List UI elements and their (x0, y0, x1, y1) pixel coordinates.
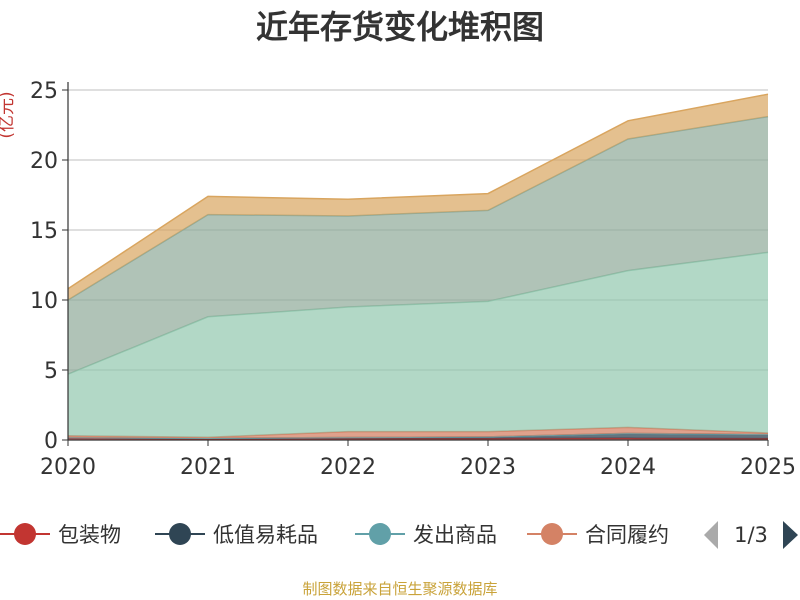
y-axis-unit: (亿元) (0, 91, 17, 138)
x-tick-label: 2023 (460, 455, 516, 480)
area-series-line-4 (67, 251, 769, 375)
legend-marker-icon (369, 523, 391, 545)
area-series (67, 93, 769, 440)
chart-title: 近年存货变化堆积图 (256, 8, 544, 46)
x-tick-label: 2021 (180, 455, 236, 480)
data-source-note: 制图数据来自恒生聚源数据库 (302, 580, 497, 598)
legend-label: 包装物 (58, 523, 121, 547)
area-series-3 (68, 427, 768, 439)
area-series-line-6 (67, 93, 769, 290)
legend-pager: 1/3 (704, 521, 798, 549)
legend-next-page-icon[interactable] (783, 521, 798, 549)
legend-marker-icon (169, 523, 191, 545)
x-tick-label: 2024 (600, 455, 656, 480)
y-tick-label: 25 (30, 79, 58, 104)
legend-page-indicator: 1/3 (734, 523, 768, 547)
legend-item[interactable]: 包装物 (0, 523, 121, 547)
y-tick-label: 0 (44, 429, 58, 454)
x-tick-label: 2020 (40, 455, 96, 480)
y-tick-label: 15 (30, 219, 58, 244)
y-tick-label: 20 (30, 149, 58, 174)
y-tick-label: 10 (30, 289, 58, 314)
legend-marker-icon (14, 523, 36, 545)
legend-item[interactable]: 发出商品 (355, 523, 497, 547)
legend-item[interactable]: 低值易耗品 (155, 523, 318, 547)
legend-prev-page-icon[interactable] (704, 521, 718, 549)
legend-label: 发出商品 (413, 523, 497, 547)
y-tick-label: 5 (44, 359, 58, 384)
x-tick-label: 2022 (320, 455, 376, 480)
legend-label: 合同履约 (585, 523, 669, 547)
legend-item[interactable]: 合同履约 (527, 523, 669, 547)
area-series-5 (68, 116, 768, 375)
legend: 包装物 低值易耗品 发出商品 合同履约 (0, 523, 669, 547)
area-series-4 (68, 252, 768, 438)
x-tick-label: 2025 (740, 455, 796, 480)
legend-label: 低值易耗品 (213, 523, 318, 547)
legend-marker-icon (541, 523, 563, 545)
